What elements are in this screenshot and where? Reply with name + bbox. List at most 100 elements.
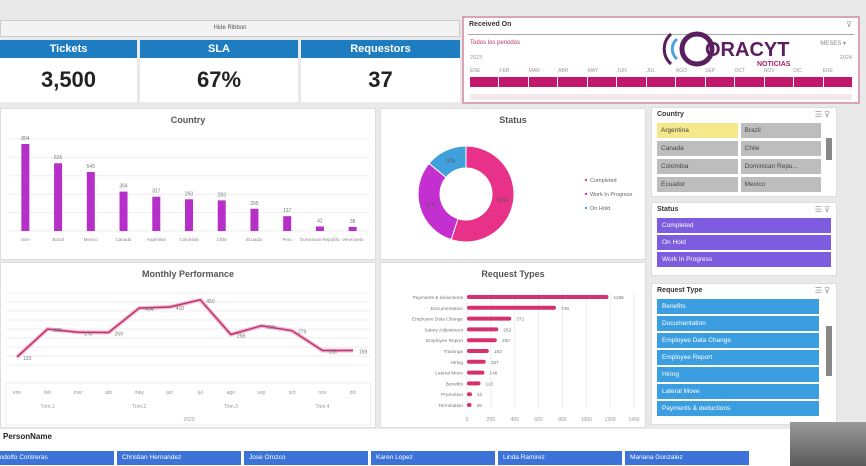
clear-filter-icon[interactable]: ⊽: [824, 205, 830, 214]
year-label: 2023: [183, 417, 194, 423]
multi-select-icon[interactable]: ☰: [814, 110, 822, 119]
clear-filter-icon[interactable]: ⊽: [846, 20, 852, 29]
year-end: 2024: [839, 55, 852, 61]
bar: [467, 370, 485, 375]
category-label: Hiring: [450, 360, 463, 366]
data-label: 371: [516, 317, 524, 323]
slicer-title: Request Type: [657, 287, 703, 294]
bar: [217, 200, 226, 231]
donut-slice: [417, 162, 459, 241]
slicer-scrollbar[interactable]: [826, 138, 832, 160]
slicer-item-country[interactable]: Ecuador: [657, 177, 738, 192]
slicer-item-country[interactable]: Dominican Repu...: [740, 159, 821, 174]
timeline-unit-dropdown[interactable]: MESES ▾: [820, 41, 846, 47]
tick-label: Colombia: [179, 237, 199, 242]
kpi-sla: SLA 67%: [140, 40, 298, 102]
timeline-month-cell[interactable]: [528, 77, 558, 87]
slicer-item-country[interactable]: Brazil: [740, 123, 821, 138]
timeline-month-label: ENE: [822, 68, 833, 74]
category-label: Employee Data Change: [412, 317, 463, 323]
slicer-item-country[interactable]: Argentina: [657, 123, 738, 138]
timeline-month-cell[interactable]: [676, 77, 705, 87]
slicer-item-request-type[interactable]: Employee Report: [657, 350, 819, 365]
bar: [467, 381, 481, 386]
multi-select-icon[interactable]: ☰: [814, 286, 822, 295]
slicer-item-person[interactable]: Linda Ramirez: [498, 451, 622, 465]
data-label: 293: [185, 191, 194, 197]
hide-ribbon-button[interactable]: Hide Ribbon: [0, 20, 460, 37]
timeline-month-cell[interactable]: [735, 77, 764, 87]
slicer-item-request-type[interactable]: Payments & deductions: [657, 401, 819, 416]
clear-filter-icon[interactable]: ⊽: [824, 110, 830, 119]
data-label: 42: [317, 218, 323, 224]
timeline-month-cell[interactable]: [646, 77, 676, 87]
tick-label: Mexico: [84, 237, 99, 242]
slicer-title: Status: [657, 206, 679, 213]
status-slicer[interactable]: Status ☰ ⊽ Completed On Hold Work In Progr…: [651, 202, 837, 276]
timeline-month-label: JUL: [646, 68, 656, 74]
tick-label: dic: [350, 390, 357, 396]
data-label: 38: [350, 219, 356, 225]
timeline-month-cell[interactable]: [587, 77, 617, 87]
bar: [185, 199, 193, 231]
timeline-month-label: JUN: [616, 68, 627, 74]
timeline-scrollbar[interactable]: [470, 94, 852, 100]
timeline-month-label: OCT: [734, 68, 746, 74]
bar: [467, 305, 556, 310]
slicer-item-request-type[interactable]: Documentation: [657, 316, 819, 331]
tick-label: Ecuador: [246, 237, 263, 242]
slicer-item-person[interactable]: Karen Lopez: [371, 451, 495, 465]
timeline-received-on[interactable]: Received On ⊽ Todos los periodos MESES ▾…: [462, 16, 860, 104]
slicer-item-request-type[interactable]: Benefits: [657, 299, 819, 314]
tick-label: Venezuela: [342, 237, 364, 242]
data-label: 250: [502, 338, 510, 344]
clear-filter-icon[interactable]: ⊽: [824, 286, 830, 295]
timeline-month-label: ABR: [558, 68, 569, 74]
data-label: 258: [237, 333, 246, 339]
person-slicer[interactable]: PersonName Rodolfo Contreras Christian He…: [0, 429, 790, 466]
timeline-month-cell[interactable]: [764, 77, 794, 87]
data-label: 279: [298, 330, 307, 336]
tick-label: mar: [74, 390, 83, 396]
data-label: 42: [477, 392, 483, 398]
category-label: Promotion: [441, 392, 463, 398]
slicer-item-request-type[interactable]: Employee Data Change: [657, 333, 819, 348]
quarter-label: Trim.3: [224, 404, 238, 410]
data-label: 31%: [425, 202, 436, 208]
slicer-item-person[interactable]: Jose Orozco: [244, 451, 368, 465]
multi-select-icon[interactable]: ☰: [814, 205, 822, 214]
data-label: 804: [21, 136, 30, 142]
timeline-month-cell[interactable]: [823, 77, 853, 87]
slicer-item-person[interactable]: Christian Hernandez: [117, 451, 241, 465]
timeline-month-cell[interactable]: [558, 77, 587, 87]
slicer-item-request-type[interactable]: Hiring: [657, 367, 819, 382]
kpi-value: 37: [368, 67, 393, 92]
kpi-tickets: Tickets 3,500: [0, 40, 137, 102]
bar: [467, 295, 609, 299]
timeline-month-cell[interactable]: [499, 77, 528, 87]
legend-label: Work In Progress: [590, 192, 633, 198]
slicer-item-request-type[interactable]: Lateral Move: [657, 384, 819, 399]
slicer-item-country[interactable]: Colombia: [657, 159, 738, 174]
slicer-item-status[interactable]: On Hold: [657, 235, 831, 250]
slicer-item-status[interactable]: Completed: [657, 218, 831, 233]
timeline-month-cell[interactable]: [794, 77, 823, 87]
tick-label: USA: [21, 237, 30, 242]
slicer-item-country[interactable]: Chile: [740, 141, 821, 156]
tick-label: Peru: [282, 237, 292, 242]
slicer-item-country[interactable]: Canada: [657, 141, 738, 156]
timeline-month-cell[interactable]: [617, 77, 646, 87]
timeline-month-cell[interactable]: [705, 77, 735, 87]
timeline-month-cell[interactable]: [470, 77, 499, 87]
slicer-item-country[interactable]: Mexico: [740, 177, 821, 192]
category-label: Termination: [438, 403, 463, 409]
slicer-item-status[interactable]: Work In Progress: [657, 252, 831, 267]
bar: [250, 208, 259, 231]
slicer-scrollbar[interactable]: [826, 326, 832, 376]
axis-box: [5, 382, 372, 426]
slicer-item-person[interactable]: Mariana Gonzalez: [625, 451, 749, 465]
slicer-item-person[interactable]: Rodolfo Contreras: [0, 451, 114, 465]
kpi-label: Tickets: [0, 40, 137, 58]
country-slicer[interactable]: Country ☰ ⊽ Argentina Brazil Canada Chile Co…: [651, 107, 837, 197]
request-type-slicer[interactable]: Request Type ☰ ⊽ Benefits Documentation Em…: [651, 283, 837, 425]
